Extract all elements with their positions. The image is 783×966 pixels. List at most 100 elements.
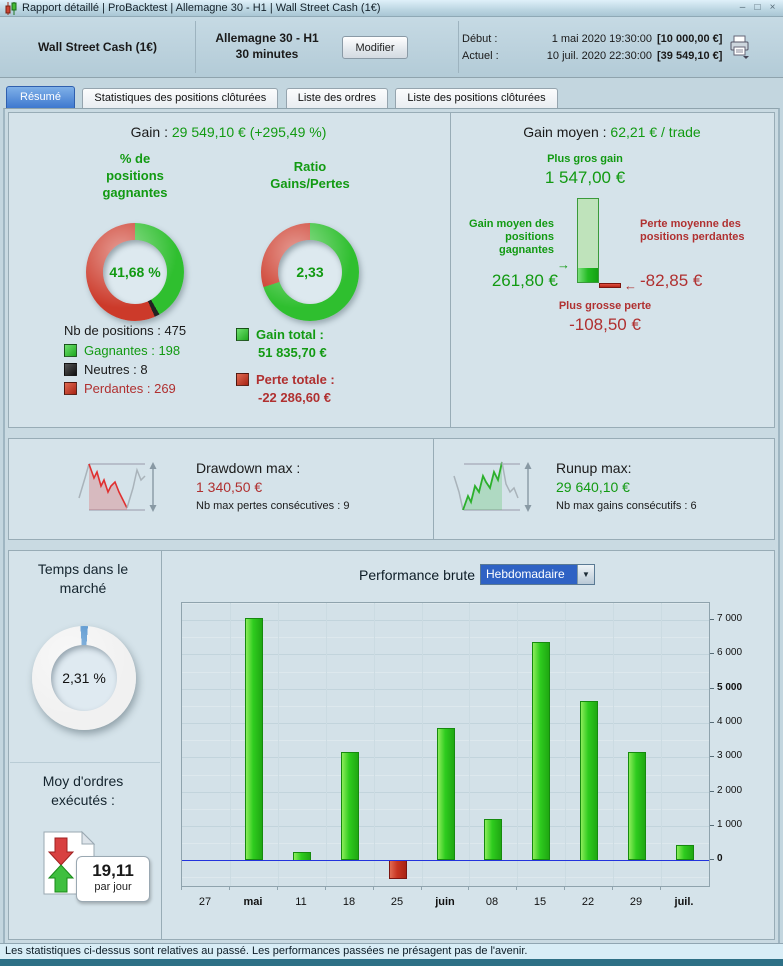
green-square-icon — [236, 328, 249, 341]
grid-line-v — [469, 603, 470, 886]
market-info: Allemagne 30 - H1 30 minutes — [196, 30, 338, 62]
y-tick-mark — [710, 859, 714, 860]
drawdown-sub: Nb max pertes consécutives : 9 — [196, 500, 350, 512]
grid-line-h — [182, 654, 709, 655]
grid-line-h — [182, 620, 709, 621]
perte-moyenne-label: Perte moyenne des positions perdantes — [640, 218, 745, 243]
window-bottom-edge — [0, 959, 783, 966]
grid-line-v — [374, 603, 375, 886]
gain-label: Gain : — [130, 124, 168, 140]
current-amount: [39 549,10 €] — [657, 50, 723, 62]
performance-chart — [181, 602, 710, 887]
plus-gros-gain-value: 1 547,00 € — [544, 168, 626, 187]
period-select[interactable]: Hebdomadaire ▼ — [480, 564, 595, 585]
y-axis: 0 1 000 2 000 3 000 4 000 5 000 6 000 7 000 — [710, 602, 772, 887]
orders-title: Moy d'ordres exécutés : — [42, 773, 124, 808]
grid-line-h — [182, 706, 709, 707]
gain-value: 29 549,10 € (+295,49 %) — [171, 124, 327, 140]
x-tick-mark — [468, 886, 469, 890]
y-tick-label: 6 000 — [717, 647, 743, 658]
chart-bar — [484, 819, 502, 860]
market-time-value: 2,31 % — [51, 645, 117, 711]
y-tick-label: 5 000 — [717, 682, 743, 693]
y-tick-mark — [710, 688, 714, 689]
grid-line-v — [661, 603, 662, 886]
x-axis: 27 mai 11 18 25 juin 08 15 22 29 juil. — [181, 886, 710, 908]
timeframe: 30 minutes — [235, 47, 299, 61]
current-date: 10 juil. 2020 22:30:00 — [546, 50, 652, 62]
x-tick-label: 08 — [485, 896, 499, 908]
maximize-icon[interactable]: □ — [754, 2, 761, 13]
ratio-title: Ratio Gains/Pertes — [270, 159, 350, 191]
gain-total-value: 51 835,70 € — [258, 345, 327, 360]
grid-line-h — [182, 637, 709, 638]
start-date: 1 mai 2020 19:30:00 — [551, 33, 652, 45]
x-tick-mark — [229, 886, 230, 890]
gain-moyen-pos-label: Gain moyen des positions gagnantes — [469, 218, 554, 256]
winrate-value: 41,68 % — [103, 240, 167, 304]
legend-neutres: Neutres : 8 — [64, 362, 148, 377]
divider — [458, 21, 459, 73]
chart-bar — [580, 701, 598, 861]
x-tick-label: 11 — [295, 896, 307, 908]
red-square-icon — [64, 382, 77, 395]
modify-button[interactable]: Modifier — [342, 36, 408, 59]
grid-line-v — [517, 603, 518, 886]
system-name: Wall Street Cash (1€) — [38, 40, 157, 54]
x-tick-label: 18 — [342, 896, 356, 908]
chart-bar — [532, 642, 550, 860]
winrate-title: % de positions gagnantes — [102, 151, 168, 200]
x-tick-label: 29 — [629, 896, 643, 908]
orders-per-day-value: 19,11 — [92, 861, 134, 880]
x-tick-label: juin — [435, 896, 455, 908]
x-tick-label: 15 — [533, 896, 547, 908]
gain-moyen-pos-value: 261,80 € — [491, 271, 558, 290]
runup-value: 29 640,10 € — [556, 479, 630, 495]
window-title: Rapport détaillé | ProBacktest | Allemag… — [22, 2, 381, 14]
printer-icon[interactable] — [729, 35, 751, 59]
tab-statistiques[interactable]: Statistiques des positions clôturées — [82, 88, 279, 108]
divider — [433, 439, 434, 539]
ratio-value: 2,33 — [278, 240, 342, 304]
tab-bar: Résumé Statistiques des positions clôtur… — [6, 86, 561, 108]
x-tick-label: 27 — [198, 896, 212, 908]
x-tick-mark — [181, 886, 182, 890]
runup-sub: Nb max gains consécutifs : 6 — [556, 500, 697, 512]
y-tick-mark — [710, 722, 714, 723]
chart-bar — [389, 860, 407, 879]
y-tick-label: 0 — [717, 853, 723, 864]
gain-total: Gain total : — [236, 327, 324, 342]
y-tick-mark — [710, 825, 714, 826]
drawdown-sparkline-icon — [78, 462, 157, 512]
performance-label: Performance brute — [359, 567, 475, 583]
divider — [10, 762, 160, 763]
x-tick-mark — [516, 886, 517, 890]
runup-label: Runup max: — [556, 460, 632, 476]
left-arrow-icon: ← — [624, 278, 637, 293]
winrate-donut-chart: 41,68 % — [86, 223, 184, 321]
plus-grosse-perte-value: -108,50 € — [569, 315, 641, 334]
minimize-icon[interactable]: – — [739, 2, 746, 13]
y-tick-label: 7 000 — [717, 613, 743, 624]
close-icon[interactable]: × — [769, 2, 776, 13]
chart-bar — [437, 728, 455, 860]
tab-liste-ordres[interactable]: Liste des ordres — [285, 88, 388, 108]
grid-line-v — [230, 603, 231, 886]
perte-moyenne-value: -82,85 € — [640, 271, 703, 290]
y-tick-mark — [710, 653, 714, 654]
x-tick-mark — [421, 886, 422, 890]
tab-liste-positions[interactable]: Liste des positions clôturées — [395, 88, 558, 108]
x-tick-label: mai — [243, 896, 263, 908]
right-arrow-icon: → — [557, 257, 570, 272]
chart-bar — [676, 845, 694, 860]
divider — [195, 21, 196, 73]
grid-line-h — [182, 877, 709, 878]
y-tick-mark — [710, 756, 714, 757]
chevron-down-icon[interactable]: ▼ — [577, 565, 594, 584]
x-tick-mark — [564, 886, 565, 890]
x-tick-mark — [612, 886, 613, 890]
tab-resume[interactable]: Résumé — [6, 86, 75, 108]
y-tick-mark — [710, 791, 714, 792]
grid-line-h — [182, 672, 709, 673]
gain-moyen-headline: Gain moyen : 62,21 € / trade — [449, 124, 775, 140]
